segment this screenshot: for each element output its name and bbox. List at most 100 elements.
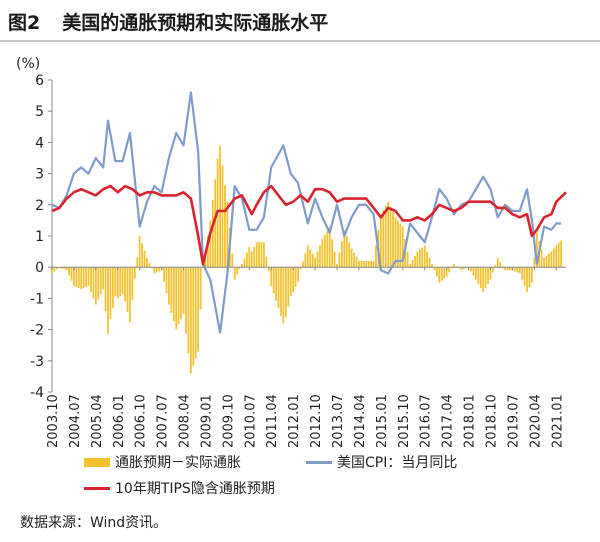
y-axis: -4 -3 -2 -1 0 1 2 3 4 5 6: [30, 73, 53, 401]
gap-bar: [431, 264, 433, 268]
gap-bar: [175, 267, 178, 330]
x-tick-label: 2012.01: [287, 394, 302, 448]
gap-bar: [362, 260, 365, 268]
y-tick-label: 6: [35, 73, 44, 89]
gap-bar: [506, 267, 509, 271]
gap-bar: [221, 165, 224, 268]
gap-bar: [443, 267, 446, 279]
y-tick-label: 2: [35, 198, 44, 214]
gap-bar: [494, 265, 497, 268]
gap-bar: [94, 267, 97, 305]
gap-bar: [272, 267, 275, 294]
gap-bar: [102, 267, 105, 290]
gap-bar: [304, 253, 307, 268]
gap-bar: [119, 267, 122, 297]
gap-bar: [267, 267, 270, 272]
gap-bar: [55, 267, 58, 270]
gap-bar: [535, 232, 538, 268]
gap-bar: [292, 267, 295, 293]
gap-bar: [477, 267, 480, 284]
x-tick-label: 2005.04: [90, 394, 105, 448]
gap-bar: [521, 267, 524, 280]
legend-label-tips: 10年期TIPS隐含通胀预期: [115, 481, 275, 497]
gap-bar: [90, 267, 92, 293]
gap-bar: [418, 249, 421, 268]
gap-bar: [409, 264, 411, 268]
gap-bar: [136, 257, 139, 268]
gap-bar: [358, 260, 360, 268]
gap-bar: [338, 252, 341, 268]
gap-bar: [555, 245, 558, 268]
gap-bar: [367, 260, 370, 268]
gap-bar: [518, 267, 521, 274]
gap-bar: [231, 253, 234, 268]
gap-bar: [236, 267, 239, 275]
gap-bar: [287, 267, 290, 307]
x-tick-label: 2010.07: [243, 394, 258, 448]
gap-bar: [209, 220, 212, 268]
gap-bar: [182, 267, 185, 314]
gap-bar: [331, 239, 334, 268]
gap-bar: [341, 241, 343, 268]
x-tick-label: 2007.07: [156, 394, 171, 448]
x-axis: 2003.10 2004.07 2005.04 2006.01 2006.10 2007.…: [46, 267, 565, 448]
gap-bar: [343, 229, 346, 268]
gap-bar: [370, 260, 372, 268]
x-tick-label: 2011.04: [265, 394, 280, 448]
gap-bar: [353, 252, 355, 268]
gap-bar: [92, 267, 95, 299]
gap-bar: [416, 251, 419, 268]
gap-bar: [472, 267, 475, 276]
gap-bar: [528, 267, 531, 288]
gap-bar: [470, 267, 472, 272]
gap-bar: [60, 267, 63, 269]
gap-bar: [436, 267, 438, 277]
gap-bar: [126, 267, 129, 312]
gap-bar: [401, 226, 404, 268]
gap-bar: [384, 205, 387, 268]
bar-series-gap: [51, 145, 563, 374]
gap-bar: [421, 247, 424, 268]
y-tick-label: 3: [35, 167, 44, 183]
gap-bar: [153, 267, 156, 274]
gap-bar: [258, 242, 260, 268]
gap-bar: [146, 257, 148, 268]
gap-bar: [207, 236, 209, 268]
gap-bar: [545, 255, 548, 268]
gap-bar: [438, 267, 441, 283]
legend-swatch-tips: [84, 486, 110, 490]
gap-bar: [516, 267, 519, 273]
gap-bar: [316, 251, 319, 268]
gap-bar: [560, 240, 563, 268]
gap-bar: [138, 236, 141, 268]
x-tick-label: 2020.04: [528, 394, 543, 448]
gap-bar: [379, 214, 382, 268]
gap-bar: [306, 245, 309, 268]
line-series: [51, 91, 567, 334]
gap-bar: [224, 185, 226, 268]
gap-bar: [450, 267, 453, 269]
gap-bar: [233, 267, 236, 280]
gap-bar: [375, 245, 377, 268]
gap-bar: [474, 267, 477, 280]
y-tick-label: 5: [35, 104, 44, 120]
gap-bar: [104, 267, 107, 312]
gap-bar: [255, 242, 258, 268]
gap-bar: [68, 267, 70, 276]
cpi-line: [51, 91, 562, 334]
gap-bar: [557, 243, 560, 268]
gap-bar: [321, 239, 324, 268]
gap-bar: [87, 267, 90, 286]
x-tick-label: 2018.10: [484, 394, 499, 448]
gap-bar: [168, 267, 170, 305]
y-tick-label: 4: [35, 135, 44, 151]
title-divider: [0, 40, 600, 42]
legend-swatch-bar: [84, 457, 110, 467]
gap-bar: [462, 267, 465, 270]
gap-bar: [165, 267, 168, 294]
gap-bar: [323, 234, 326, 268]
gap-bar: [77, 267, 80, 288]
gap-bar: [365, 260, 368, 268]
gap-bar: [440, 267, 443, 281]
x-tick-label: 2003.10: [46, 394, 61, 448]
